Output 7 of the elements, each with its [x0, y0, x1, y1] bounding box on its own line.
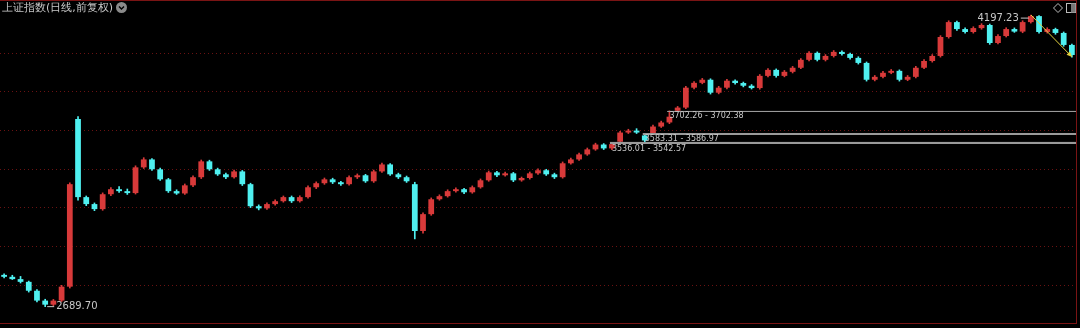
band-label: 3702.26 - 3702.38: [669, 111, 744, 121]
chart-title: 上证指数(日线,前复权): [2, 1, 114, 14]
band-label: 3536.01 - 3542.57: [611, 143, 687, 153]
annotation: 4197.23: [977, 11, 1019, 23]
candlestick: [116, 186, 122, 193]
candlestick: [732, 79, 739, 85]
annotation: 2689.70: [56, 300, 98, 312]
